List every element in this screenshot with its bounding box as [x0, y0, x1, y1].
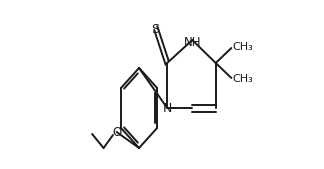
Text: O: O — [112, 126, 121, 139]
Text: S: S — [151, 23, 159, 36]
Text: CH₃: CH₃ — [232, 74, 253, 84]
Text: NH: NH — [184, 36, 202, 49]
Text: CH₃: CH₃ — [232, 42, 253, 52]
Text: N: N — [163, 102, 172, 115]
